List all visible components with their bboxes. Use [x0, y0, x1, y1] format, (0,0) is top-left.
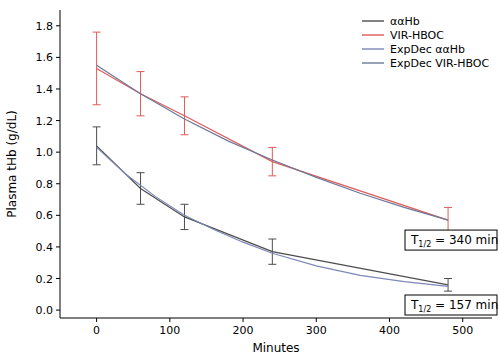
- x-tick-label: 0: [93, 324, 100, 337]
- error-cap: [268, 175, 276, 176]
- y-tick-label: 1.2: [36, 115, 54, 128]
- y-tick-label: 0.6: [36, 209, 54, 222]
- error-cap: [180, 134, 188, 135]
- series-line: [97, 147, 448, 286]
- legend-swatch: [362, 34, 384, 35]
- chart: 0.0 0.2 0.4 0.6 0.8 1.0 1.2 1.4 1.6 1.8 0 100 200 300…: [0, 0, 500, 361]
- legend-label: ExpDec VIR-HBOC: [390, 57, 489, 70]
- error-cap: [180, 204, 188, 205]
- error-stem: [96, 32, 97, 105]
- y-tick: [56, 310, 60, 311]
- y-tick-label: 1.8: [36, 20, 54, 33]
- annotation-rest: = 340 min: [431, 233, 498, 247]
- y-tick-label: 1.4: [36, 83, 54, 96]
- x-tick-label: 200: [233, 324, 254, 337]
- legend: ααHbVIR-HBOCExpDec ααHbExpDec VIR-HBOC: [362, 15, 489, 70]
- legend-label: VIR-HBOC: [390, 29, 444, 42]
- error-bar: [93, 32, 101, 105]
- y-axis-label: Plasma tHb (g/dL): [5, 110, 19, 218]
- plot-area: [93, 32, 452, 291]
- x-tick: [96, 318, 97, 322]
- annotation-subscript: 1/2: [418, 240, 431, 249]
- error-cap: [268, 147, 276, 148]
- x-tick-label: 400: [379, 324, 400, 337]
- error-bar: [137, 173, 145, 205]
- error-cap: [268, 239, 276, 240]
- error-cap: [137, 172, 145, 173]
- annotation: T1/2 = 157 min: [405, 295, 498, 315]
- x-tick-label: 100: [159, 324, 180, 337]
- y-tick: [56, 246, 60, 247]
- x-tick-label: 300: [306, 324, 327, 337]
- error-stem: [184, 97, 185, 135]
- error-stem: [272, 147, 273, 175]
- y-tick: [56, 57, 60, 58]
- y-tick-label: 0.8: [36, 178, 54, 191]
- error-cap: [137, 204, 145, 205]
- error-bar: [93, 127, 101, 165]
- error-cap: [444, 278, 452, 279]
- y-axis: [60, 10, 61, 318]
- annotation-text: T1/2 = 157 min: [410, 298, 498, 314]
- error-stem: [272, 239, 273, 264]
- x-tick-label: 500: [452, 324, 473, 337]
- y-tick-label: 0.0: [36, 304, 54, 317]
- error-bar: [444, 279, 452, 292]
- y-tick: [56, 88, 60, 89]
- legend-swatch: [362, 48, 384, 49]
- error-stem: [184, 204, 185, 229]
- x-tick: [316, 318, 317, 322]
- error-cap: [93, 164, 101, 165]
- error-cap: [180, 96, 188, 97]
- series-line: [97, 146, 448, 285]
- x-tick: [169, 318, 170, 322]
- y-tick-label: 1.6: [36, 51, 54, 64]
- error-stem: [96, 127, 97, 165]
- annotation-subscript: 1/2: [418, 305, 431, 314]
- error-stem: [448, 279, 449, 292]
- series-line: [97, 65, 448, 220]
- x-tick: [462, 318, 463, 322]
- legend-swatch: [362, 62, 384, 63]
- legend-swatch: [362, 20, 384, 21]
- error-cap: [444, 207, 452, 208]
- x-tick: [243, 318, 244, 322]
- annotation-text: T1/2 = 340 min: [410, 233, 498, 249]
- error-cap: [93, 104, 101, 105]
- y-tick-label: 0.4: [36, 241, 54, 254]
- y-tick-label: 1.0: [36, 146, 54, 159]
- error-cap: [93, 32, 101, 33]
- error-cap: [268, 264, 276, 265]
- x-axis: [60, 318, 492, 319]
- x-tick: [389, 318, 390, 322]
- error-bar: [180, 97, 188, 135]
- y-tick: [56, 152, 60, 153]
- error-cap: [137, 71, 145, 72]
- error-cap: [180, 229, 188, 230]
- annotation-rest: = 157 min: [431, 298, 498, 312]
- error-cap: [444, 291, 452, 292]
- y-tick-label: 0.2: [36, 273, 54, 286]
- annotation: T1/2 = 340 min: [405, 230, 498, 250]
- legend-label: ααHb: [390, 15, 420, 28]
- x-axis-label: Minutes: [252, 341, 299, 355]
- y-tick: [56, 25, 60, 26]
- series-line: [97, 68, 448, 220]
- error-cap: [137, 115, 145, 116]
- y-tick: [56, 278, 60, 279]
- error-stem: [140, 173, 141, 205]
- y-tick: [56, 215, 60, 216]
- legend-label: ExpDec ααHb: [390, 43, 465, 56]
- error-cap: [93, 126, 101, 127]
- y-tick: [56, 183, 60, 184]
- y-tick: [56, 120, 60, 121]
